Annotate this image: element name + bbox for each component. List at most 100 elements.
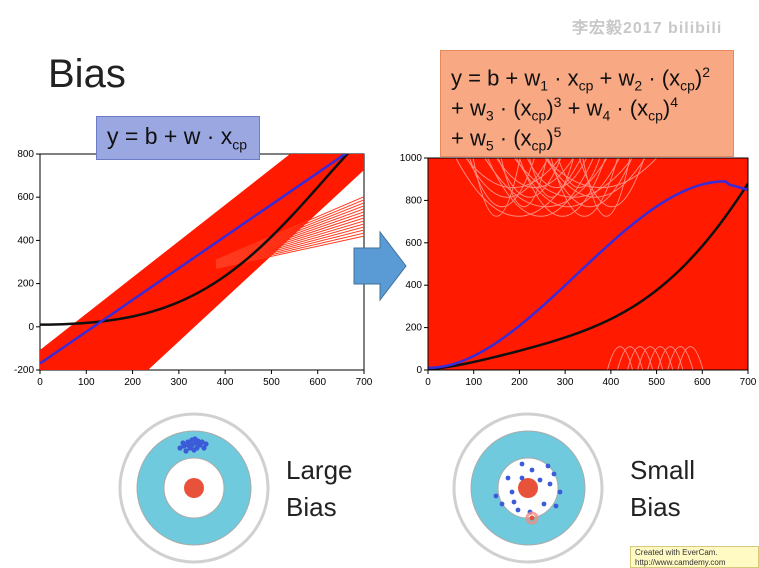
fit-curve <box>647 346 674 370</box>
large-bias-target <box>118 412 270 564</box>
fit-curve <box>637 346 664 370</box>
fit-curve <box>472 158 521 217</box>
dot <box>515 507 521 513</box>
slide-title: Bias <box>48 52 126 96</box>
y-tick-label: 400 <box>17 235 34 246</box>
dot <box>505 475 511 481</box>
dot <box>192 436 198 442</box>
x-tick-label: 0 <box>425 377 431 388</box>
left-fit-line <box>215 196 364 261</box>
fit-curve <box>484 158 608 208</box>
fit-curve <box>557 158 601 188</box>
left-equation-box: y = b + w · xcp <box>96 116 260 160</box>
left-fit-line <box>215 202 364 262</box>
x-tick-label: 600 <box>694 377 711 388</box>
left-fit-band <box>40 154 364 370</box>
left-fit-line <box>215 232 364 269</box>
large-label: Large <box>286 455 353 485</box>
x-tick-label: 400 <box>217 377 234 388</box>
fit-curve <box>606 346 634 370</box>
dot <box>545 463 551 469</box>
right-fit-curves <box>455 158 704 370</box>
dot <box>557 489 563 495</box>
right-average-model-line <box>428 180 748 370</box>
small-label: Small <box>630 455 696 485</box>
dot <box>180 440 186 446</box>
fit-curve <box>465 158 561 188</box>
fit-curve <box>667 346 694 370</box>
dot <box>551 471 557 477</box>
y-tick-label: 400 <box>405 280 422 291</box>
dot <box>537 477 543 483</box>
x-tick-label: 100 <box>465 377 482 388</box>
large-bias-dots <box>177 436 209 454</box>
fit-curve <box>455 158 582 217</box>
y-tick-label: 0 <box>416 365 422 376</box>
dot <box>529 467 535 473</box>
left-fit-line <box>215 223 364 267</box>
small-bias-dots <box>493 461 563 515</box>
dot <box>509 489 515 495</box>
x-tick-label: 700 <box>356 377 373 388</box>
dot <box>547 481 553 487</box>
footer-line-1: Created with EverCam. <box>635 548 718 557</box>
x-tick-label: 400 <box>603 377 620 388</box>
left-equation: y = b + w · xcp <box>107 123 248 153</box>
left-fit-line <box>215 211 364 264</box>
small-bias-label: Bias <box>630 492 681 522</box>
fit-curve <box>578 158 645 207</box>
dot <box>201 445 207 451</box>
evercam-footer: Created with EverCam. http://www.camdemy… <box>630 546 759 568</box>
left-fit-line <box>215 226 364 268</box>
y-tick-label: 200 <box>17 279 34 290</box>
fit-curve <box>657 346 684 370</box>
y-tick-label: 800 <box>405 195 422 206</box>
right-chart: 0 100 200 300 400 500 600 700 0 200 400 600 800 1000 <box>400 153 757 388</box>
right-equation-box: y = b + w1 · xcp + w2 · (xcp)2 + w3 · (x… <box>440 50 734 157</box>
fit-curve <box>616 346 644 370</box>
dot <box>493 493 499 499</box>
left-fit-line <box>215 208 364 264</box>
left-fit-line <box>215 205 364 263</box>
right-equation-line-1: y = b + w1 · xcp + w2 · (xcp)2 <box>451 64 711 94</box>
dot <box>177 445 183 451</box>
y-tick-label: 600 <box>17 192 34 203</box>
x-tick-label: 500 <box>263 377 280 388</box>
y-tick-label: 0 <box>28 322 34 333</box>
right-arrow-icon <box>353 230 407 302</box>
right-equation-line-2: + w3 · (xcp)3 + w4 · (xcp)4 <box>451 94 679 124</box>
fit-curve <box>582 158 631 217</box>
right-axis-ticks: 0 100 200 300 400 500 600 700 0 200 400 600 800 1000 <box>400 153 757 388</box>
y-tick-label: -200 <box>14 365 34 376</box>
footer-line-2: http://www.camdemy.com <box>635 558 726 567</box>
fit-curve <box>526 158 588 189</box>
left-fit-line <box>215 217 364 266</box>
dot <box>183 448 189 454</box>
dot <box>185 442 191 448</box>
x-tick-label: 200 <box>511 377 528 388</box>
fit-curve <box>544 158 658 188</box>
fit-curve <box>627 346 654 370</box>
dot <box>553 503 559 509</box>
left-fit-line <box>215 214 364 265</box>
fit-curve <box>677 346 704 370</box>
dot <box>519 475 525 481</box>
dot <box>194 445 200 451</box>
left-fit-line <box>215 229 364 268</box>
right-equation-line-3: + w5 · (xcp)5 <box>451 124 562 154</box>
x-tick-label: 300 <box>557 377 574 388</box>
x-tick-label: 600 <box>309 377 326 388</box>
small-bias-target <box>452 412 604 564</box>
fit-curve <box>500 158 548 207</box>
x-tick-label: 300 <box>171 377 188 388</box>
dot <box>541 501 547 507</box>
dot <box>499 501 505 507</box>
left-fit-line <box>215 199 364 262</box>
dot <box>189 442 195 448</box>
y-tick-label: 1000 <box>400 153 423 164</box>
x-tick-label: 0 <box>37 377 43 388</box>
dot <box>511 499 517 505</box>
left-average-model-line <box>40 154 348 365</box>
